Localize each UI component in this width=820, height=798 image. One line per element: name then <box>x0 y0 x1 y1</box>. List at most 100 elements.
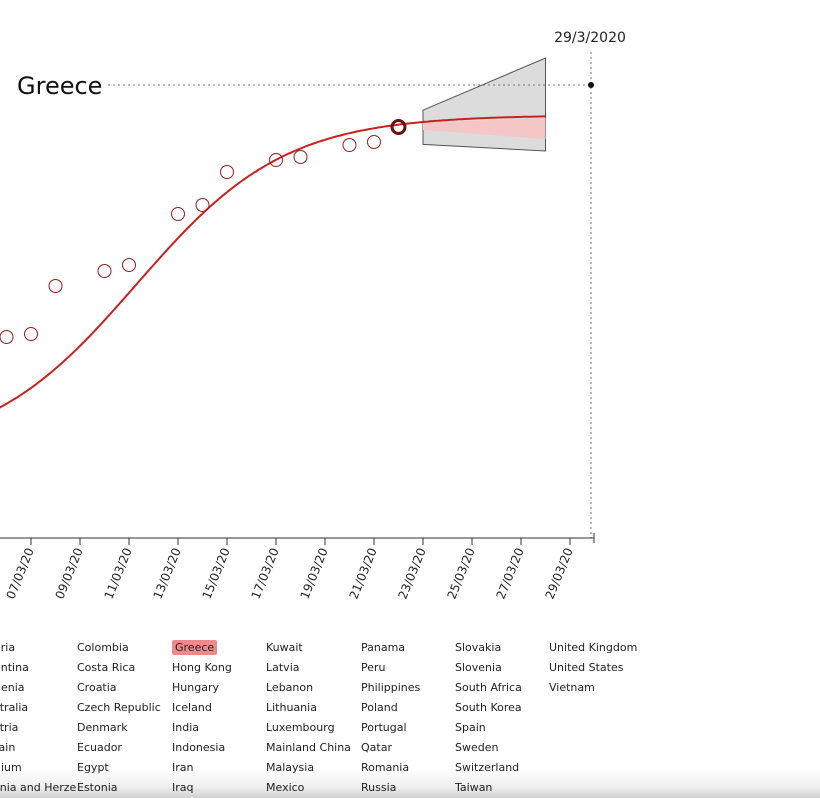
data-point <box>195 198 210 212</box>
country-item-label: rain <box>0 741 16 754</box>
country-item-label: Egypt <box>77 761 109 774</box>
country-item-label: Mexico <box>266 781 305 794</box>
country-item[interactable]: Philippines <box>361 678 456 698</box>
country-item[interactable]: Latvia <box>266 658 361 678</box>
country-item[interactable]: stralia <box>0 698 89 718</box>
country-item-label: Iran <box>172 761 194 774</box>
country-item[interactable]: Ecuador <box>77 738 172 758</box>
country-item[interactable]: India <box>172 718 267 738</box>
country-item-label: nenia <box>0 681 25 694</box>
country-item-label: Croatia <box>77 681 117 694</box>
country-item-label: Spain <box>455 721 486 734</box>
country-item[interactable]: Malaysia <box>266 758 361 778</box>
x-tick-label: 27/03/20 <box>494 546 527 601</box>
country-item[interactable]: Hong Kong <box>172 658 267 678</box>
country-item-label: Costa Rica <box>77 661 136 674</box>
country-item[interactable]: South Korea <box>455 698 550 718</box>
country-item-label: Hong Kong <box>172 661 232 674</box>
country-item[interactable]: United States <box>549 658 644 678</box>
country-item-label: Ecuador <box>77 741 122 754</box>
country-item-label: gium <box>0 761 22 774</box>
country-column: Greece Hong Kong Hungary Iceland India Indone… <box>172 638 267 798</box>
data-point <box>293 150 308 164</box>
country-item[interactable]: Panama <box>361 638 456 658</box>
country-item-label: Switzerland <box>455 761 520 774</box>
country-item-label: Peru <box>361 661 386 674</box>
country-item[interactable]: United Kingdom <box>549 638 644 658</box>
country-item-label: Qatar <box>361 741 392 754</box>
data-point <box>97 264 112 278</box>
country-item[interactable]: Greece <box>172 638 267 658</box>
country-item[interactable]: Iran <box>172 758 267 778</box>
country-item[interactable]: Slovakia <box>455 638 550 658</box>
country-item[interactable]: Kuwait <box>266 638 361 658</box>
country-item[interactable]: Russia <box>361 778 456 798</box>
country-item-label: Romania <box>361 761 410 774</box>
country-item-label: Slovakia <box>455 641 502 654</box>
country-item[interactable]: Lithuania <box>266 698 361 718</box>
x-tick-label: 11/03/20 <box>102 546 135 601</box>
country-item[interactable]: eria <box>0 638 89 658</box>
country-item[interactable]: Egypt <box>77 758 172 778</box>
country-item[interactable]: Lebanon <box>266 678 361 698</box>
country-item[interactable]: Luxembourg <box>266 718 361 738</box>
x-tick-label: 13/03/20 <box>151 546 184 601</box>
country-item[interactable]: entina <box>0 658 89 678</box>
country-item[interactable]: Indonesia <box>172 738 267 758</box>
country-item[interactable]: nenia <box>0 678 89 698</box>
country-item[interactable]: Romania <box>361 758 456 778</box>
country-item-label: Estonia <box>77 781 118 794</box>
reference-dot <box>588 82 594 88</box>
country-item-label: Slovenia <box>455 661 502 674</box>
country-item[interactable]: Estonia <box>77 778 172 798</box>
x-tick-label: 15/03/20 <box>200 546 233 601</box>
latest-data-point <box>390 119 407 135</box>
country-item[interactable]: Iceland <box>172 698 267 718</box>
country-item-label: Lithuania <box>266 701 317 714</box>
country-item[interactable]: Mainland China <box>266 738 361 758</box>
data-point <box>122 258 136 272</box>
x-tick-label: 21/03/20 <box>347 546 380 601</box>
country-item[interactable]: gium <box>0 758 89 778</box>
forecast-band-inner <box>423 118 546 139</box>
country-item[interactable]: Costa Rica <box>77 658 172 678</box>
country-item[interactable]: Czech Republic <box>77 698 172 718</box>
forecast-date-label: 29/3/2020 <box>554 30 626 46</box>
country-item[interactable]: Iraq <box>172 778 267 798</box>
data-point <box>48 279 63 293</box>
country-item-label: Czech Republic <box>77 701 161 714</box>
forecast-band <box>422 57 546 152</box>
country-item[interactable]: Mexico <box>266 778 361 798</box>
country-item-label: eria <box>0 641 16 654</box>
country-column: eria entina nenia stralia stria rain gium snia … <box>0 638 89 798</box>
country-item[interactable]: Vietnam <box>549 678 644 698</box>
country-column: Colombia Costa Rica Croatia Czech Republic D… <box>77 638 172 798</box>
country-item-label: Portugal <box>361 721 407 734</box>
country-item[interactable]: Croatia <box>77 678 172 698</box>
country-item[interactable]: Sweden <box>455 738 550 758</box>
country-item[interactable]: Denmark <box>77 718 172 738</box>
x-tick-label: 29/03/20 <box>543 546 576 601</box>
country-item[interactable]: Portugal <box>361 718 456 738</box>
country-item-label: Hungary <box>172 681 219 694</box>
country-item[interactable]: Poland <box>361 698 456 718</box>
country-item-label: Luxembourg <box>266 721 335 734</box>
country-item[interactable]: Peru <box>361 658 456 678</box>
country-item-label: Taiwan <box>455 781 493 794</box>
country-item[interactable]: South Africa <box>455 678 550 698</box>
country-item[interactable]: rain <box>0 738 89 758</box>
country-item[interactable]: Switzerland <box>455 758 550 778</box>
country-item[interactable]: snia and Herze <box>0 778 89 798</box>
country-item[interactable]: Colombia <box>77 638 172 658</box>
country-item[interactable]: stria <box>0 718 89 738</box>
x-tick-label: 23/03/20 <box>396 546 429 601</box>
country-item-label: Iraq <box>172 781 194 794</box>
country-item[interactable]: Taiwan <box>455 778 550 798</box>
country-item[interactable]: Qatar <box>361 738 456 758</box>
country-item[interactable]: Slovenia <box>455 658 550 678</box>
x-tick-label: 07/03/20 <box>4 546 37 601</box>
country-item[interactable]: Hungary <box>172 678 267 698</box>
country-item[interactable]: Spain <box>455 718 550 738</box>
country-label: Greece <box>17 72 102 100</box>
observed-points <box>0 119 407 344</box>
